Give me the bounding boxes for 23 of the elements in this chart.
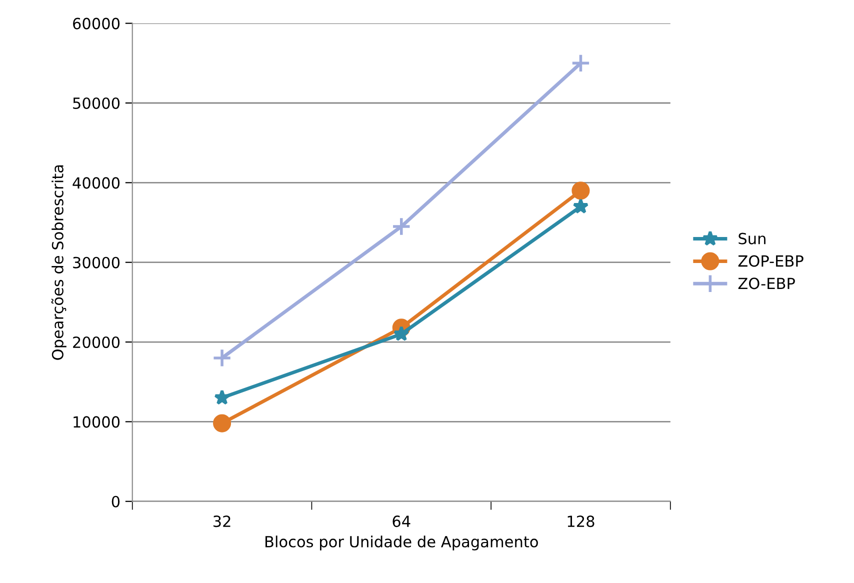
y-tick-label: 10000 — [74, 416, 120, 428]
point — [572, 182, 590, 200]
point — [392, 216, 412, 236]
legend-label: Sun — [738, 232, 766, 244]
legend-label: ZOP-EBP — [738, 255, 804, 267]
y-tick-label: 30000 — [73, 256, 120, 268]
y-tick-label: 20000 — [73, 336, 120, 348]
x-tick-label: 64 — [392, 516, 410, 528]
point — [212, 348, 232, 368]
y-tick-label: 40000 — [72, 177, 120, 189]
point — [214, 389, 230, 405]
y-tick-label: 50000 — [73, 97, 120, 110]
legend-label: ZO-EBP — [738, 278, 795, 290]
y-axis-title: Opearções de Sobrescrita — [51, 165, 66, 360]
y-tick-label: 60000 — [73, 18, 120, 30]
x-axis-title: Blocos por Unidade de Apagamento — [265, 536, 538, 550]
y-tick-label: 0 — [112, 496, 120, 508]
point — [570, 53, 590, 73]
x-tick-label: 128 — [568, 516, 594, 528]
point — [393, 326, 410, 342]
x-tick-label: 32 — [213, 516, 230, 528]
point — [572, 198, 589, 214]
point — [213, 414, 232, 432]
